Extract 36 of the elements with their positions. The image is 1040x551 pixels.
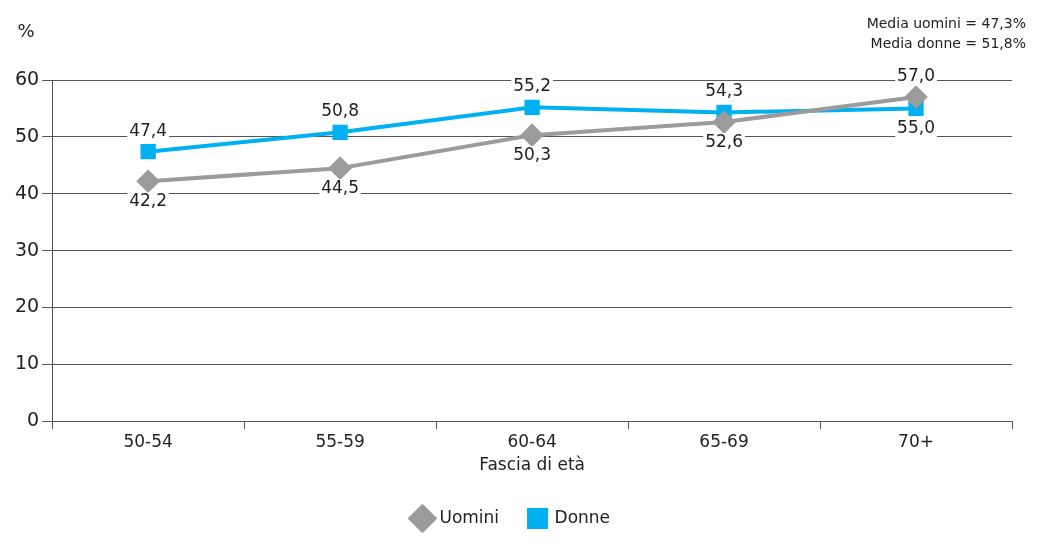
data-label: 54,3	[705, 80, 743, 101]
data-label: 42,2	[129, 190, 168, 211]
legend-label: Uomini	[439, 506, 500, 527]
x-tick-label: 65-69	[699, 430, 749, 451]
data-label: 55,0	[897, 117, 935, 138]
x-tick-label: 60-64	[507, 430, 557, 451]
data-label: 44,5	[321, 177, 360, 198]
point	[905, 86, 928, 109]
text: Media donne = 51,8%	[870, 34, 1026, 51]
data-label: 57,0	[897, 64, 935, 85]
x-tick-label: 55-59	[315, 430, 365, 451]
y-tick-label: 50	[14, 123, 40, 146]
point	[524, 99, 540, 115]
point	[713, 111, 736, 134]
legend-label: Donne	[554, 506, 611, 527]
point	[332, 124, 348, 140]
x-tick-label: 50-54	[123, 430, 173, 451]
data-label: 50,8	[321, 100, 360, 121]
point	[521, 124, 544, 147]
y-tick-label: 30	[14, 237, 40, 260]
y-tick-label: 10	[14, 351, 40, 374]
y-axis-title: %	[17, 19, 35, 41]
point	[329, 157, 352, 180]
x-axis-title: Fascia di età	[479, 454, 586, 475]
data-label: 50,3	[513, 144, 552, 165]
y-tick-label: 0	[27, 408, 40, 431]
point	[140, 144, 156, 160]
data-label: 52,6	[705, 131, 743, 151]
y-tick-label: 40	[14, 180, 40, 203]
data-label: 47,4	[129, 119, 168, 140]
data-label: 55,2	[513, 75, 552, 96]
y-tick-label: 60	[14, 66, 40, 89]
text: Media uomini = 47,3%	[866, 14, 1026, 31]
point	[137, 170, 160, 193]
x-tick-label: 70+	[898, 430, 934, 451]
y-tick-label: 20	[14, 294, 40, 317]
